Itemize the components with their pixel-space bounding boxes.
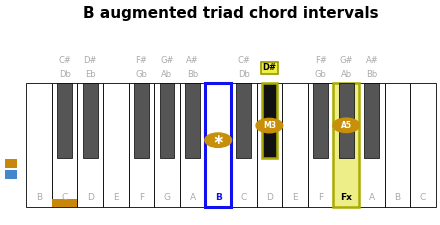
- Text: A#: A#: [366, 56, 378, 65]
- Text: A#: A#: [186, 56, 199, 65]
- Bar: [77, 83, 103, 207]
- Bar: [26, 83, 52, 207]
- Bar: [52, 83, 77, 207]
- Text: B augmented triad chord intervals: B augmented triad chord intervals: [83, 6, 379, 21]
- Text: C#: C#: [58, 56, 71, 65]
- Bar: [257, 83, 282, 207]
- Text: Bb: Bb: [187, 70, 198, 79]
- Text: D#: D#: [262, 63, 276, 72]
- Text: G#: G#: [340, 56, 353, 65]
- Text: Db: Db: [59, 70, 70, 79]
- Bar: [334, 83, 359, 207]
- Text: D: D: [87, 193, 94, 202]
- Text: F: F: [318, 193, 323, 202]
- Text: Eb: Eb: [85, 70, 95, 79]
- Text: A: A: [369, 193, 375, 202]
- Bar: [236, 83, 251, 158]
- Bar: [339, 83, 354, 158]
- Text: M3: M3: [263, 121, 276, 130]
- Bar: [364, 83, 379, 158]
- Text: B: B: [215, 193, 222, 202]
- Bar: [308, 83, 334, 207]
- Bar: [5, 170, 17, 179]
- Bar: [103, 83, 128, 207]
- Text: A5: A5: [341, 121, 352, 130]
- Text: Ab: Ab: [161, 70, 172, 79]
- Text: D#: D#: [84, 56, 97, 65]
- Text: F: F: [139, 193, 144, 202]
- Bar: [205, 83, 231, 207]
- Text: F#: F#: [136, 56, 147, 65]
- Bar: [410, 83, 436, 207]
- Text: C: C: [241, 193, 247, 202]
- Text: C#: C#: [237, 56, 250, 65]
- Bar: [52, 199, 77, 207]
- Bar: [185, 83, 200, 158]
- Bar: [154, 83, 180, 207]
- Text: B: B: [36, 193, 42, 202]
- Bar: [57, 83, 72, 158]
- Text: ∗: ∗: [213, 133, 224, 146]
- Text: E: E: [113, 193, 119, 202]
- Bar: [5, 159, 17, 168]
- Bar: [385, 83, 410, 207]
- Bar: [160, 83, 174, 158]
- Text: G#: G#: [160, 56, 174, 65]
- Bar: [282, 83, 308, 207]
- Bar: [134, 83, 149, 158]
- Bar: [313, 83, 328, 158]
- Text: G: G: [164, 193, 170, 202]
- Bar: [83, 83, 98, 158]
- Text: F#: F#: [315, 56, 326, 65]
- Text: Ab: Ab: [341, 70, 352, 79]
- Text: basicmusictheory.com: basicmusictheory.com: [8, 66, 14, 132]
- Text: Db: Db: [238, 70, 250, 79]
- Text: Gb: Gb: [136, 70, 147, 79]
- Bar: [180, 83, 205, 207]
- Text: D: D: [266, 193, 273, 202]
- Text: B: B: [394, 193, 400, 202]
- Text: E: E: [292, 193, 298, 202]
- Text: A: A: [190, 193, 196, 202]
- Bar: [128, 83, 154, 207]
- Text: Gb: Gb: [315, 70, 326, 79]
- Circle shape: [205, 133, 231, 147]
- Bar: [359, 83, 385, 207]
- Bar: [205, 83, 231, 207]
- Text: Bb: Bb: [366, 70, 378, 79]
- Text: C: C: [62, 193, 68, 202]
- Bar: [334, 83, 359, 207]
- Bar: [262, 83, 277, 158]
- Text: C: C: [420, 193, 426, 202]
- Text: Fx: Fx: [340, 193, 352, 202]
- Circle shape: [333, 118, 359, 133]
- Bar: [231, 83, 257, 207]
- Circle shape: [256, 118, 283, 133]
